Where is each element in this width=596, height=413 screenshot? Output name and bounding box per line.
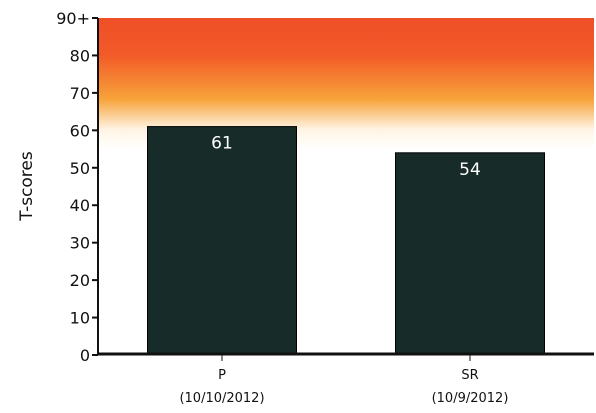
category-date-label: (10/9/2012) [432, 391, 509, 406]
bar-2 [395, 152, 545, 356]
y-tick-label: 40 [70, 196, 90, 215]
bar-value-label: 54 [459, 160, 481, 180]
y-tick-label: 90+ [56, 9, 90, 28]
y-tick-label: 80 [70, 46, 90, 65]
y-tick-label: 50 [70, 159, 90, 178]
y-axis-title: T-scores [17, 151, 37, 222]
y-tick-label: 70 [70, 84, 90, 103]
category-label: SR [461, 368, 478, 383]
bars-group [147, 126, 545, 356]
y-ticks-group: 0 10 20 30 40 50 60 70 80 90+ [56, 9, 98, 365]
y-tick-label: 0 [80, 346, 90, 365]
bar-labels-group: 61 54 [211, 134, 481, 180]
y-tick-label: 20 [70, 271, 90, 290]
bar-1 [147, 126, 297, 356]
bar-value-label: 61 [211, 134, 233, 154]
category-date-label: (10/10/2012) [179, 391, 264, 406]
y-tick-label: 30 [70, 234, 90, 253]
y-tick-label: 10 [70, 309, 90, 328]
category-label: P [218, 368, 226, 383]
y-tick-label: 60 [70, 121, 90, 140]
x-labels-group: P (10/10/2012) SR (10/9/2012) [179, 355, 508, 406]
